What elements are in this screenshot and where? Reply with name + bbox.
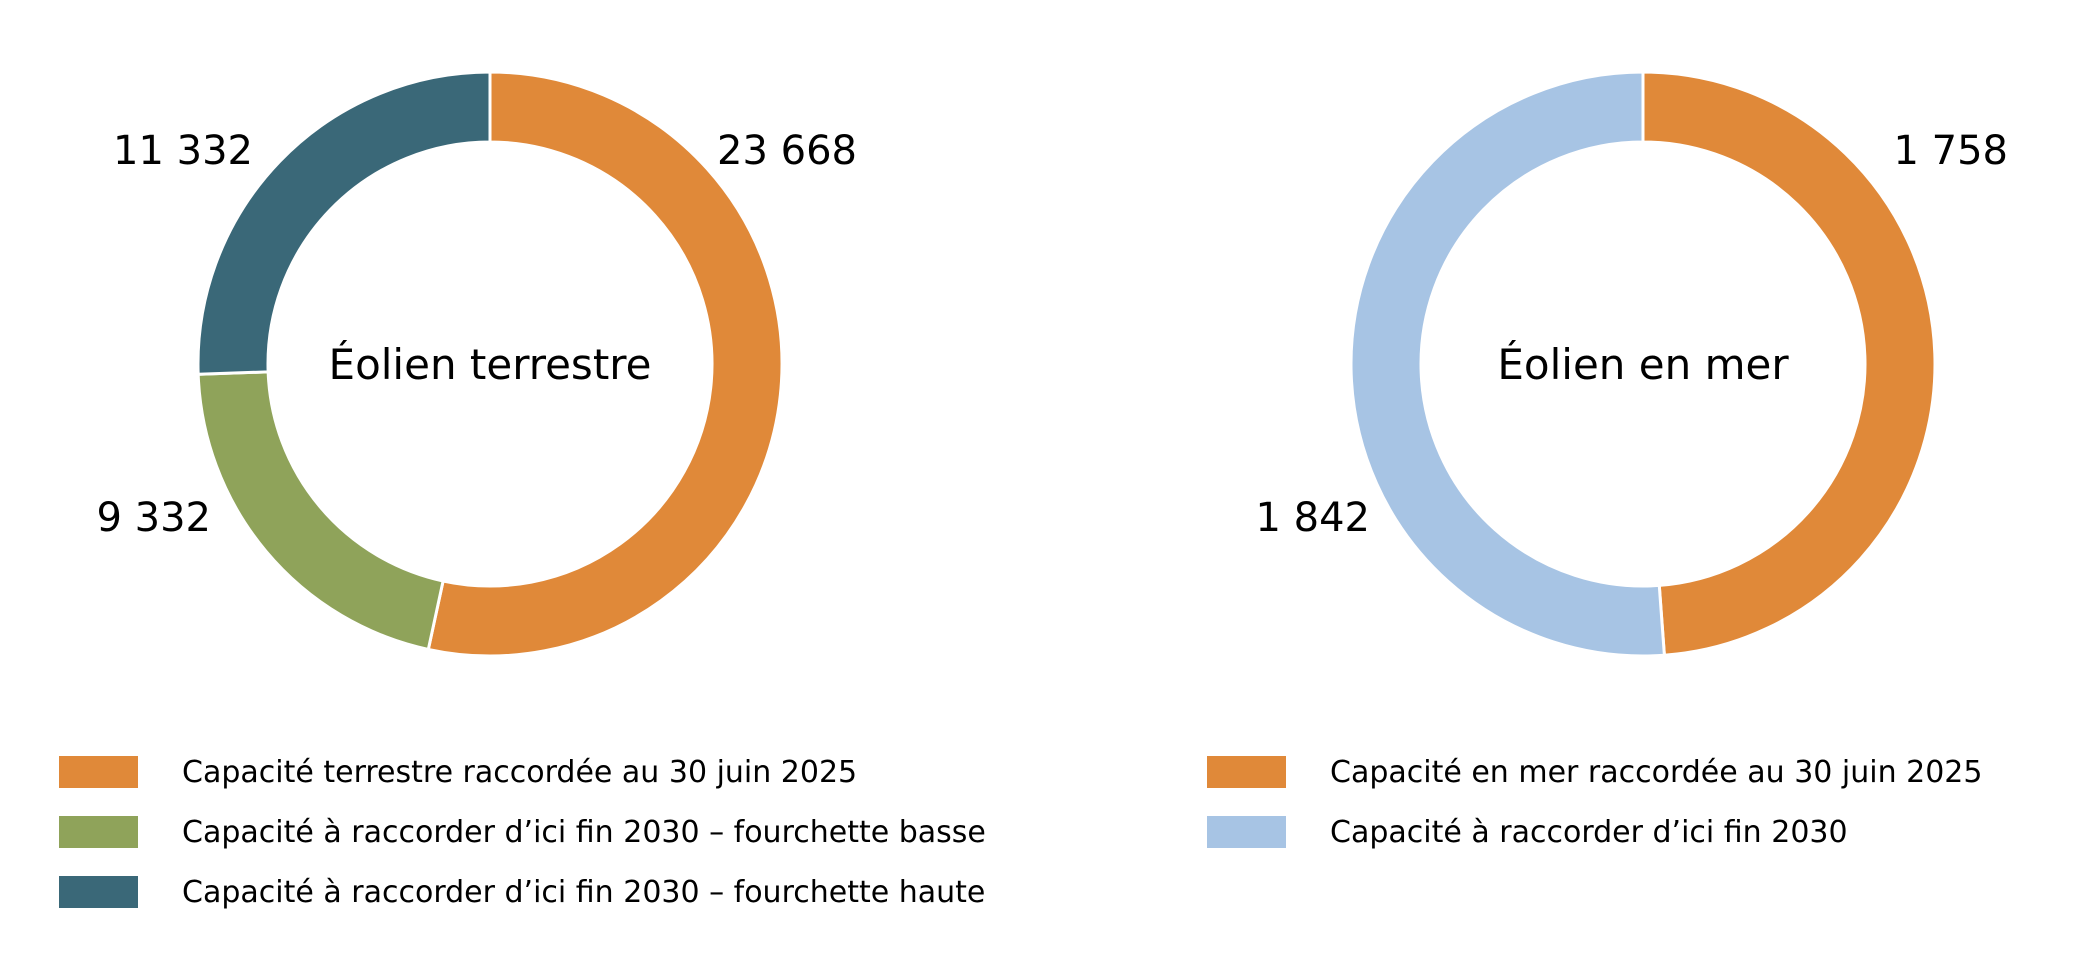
donut-center-label: Éolien en mer [1497,339,1789,389]
data-label: 1 842 [1255,495,1370,541]
donut-center-label: Éolien terrestre [329,339,652,389]
legend-item: Capacité à raccorder d’ici fin 2030 [1207,802,1983,862]
legend-swatch [1207,816,1286,848]
donut-slice [196,70,492,376]
donut-terrestre: 23 668 9 332 11 332 Éolien terrestre [96,70,857,658]
donut-slice [196,370,445,652]
donut-slice [1641,70,1937,657]
legend-item: Capacité à raccorder d’ici fin 2030 – fo… [59,862,986,922]
legend-item: Capacité terrestre raccordée au 30 juin … [59,742,986,802]
legend-item: Capacité en mer raccordée au 30 juin 202… [1207,742,1983,802]
legend-label: Capacité à raccorder d’ici fin 2030 – fo… [182,814,986,850]
legend-mer: Capacité en mer raccordée au 30 juin 202… [1207,742,1983,862]
legend-label: Capacité terrestre raccordée au 30 juin … [182,754,858,790]
legend-swatch [59,876,138,908]
donut-slice [426,70,784,658]
data-label: 1 758 [1893,128,2008,174]
data-label: 11 332 [113,128,253,174]
data-label: 23 668 [717,128,857,174]
data-label: 9 332 [96,495,211,541]
legend-swatch [59,816,138,848]
legend-label: Capacité à raccorder d’ici fin 2030 [1330,814,1848,850]
donut-slice [1349,70,1666,658]
legend-label: Capacité en mer raccordée au 30 juin 202… [1330,754,1983,790]
legend-label: Capacité à raccorder d’ici fin 2030 – fo… [182,874,986,910]
legend-swatch [1207,756,1286,788]
legend-item: Capacité à raccorder d’ici fin 2030 – fo… [59,802,986,862]
legend-swatch [59,756,138,788]
donut-mer: 1 758 1 842 Éolien en mer [1255,70,2008,658]
legend-terrestre: Capacité terrestre raccordée au 30 juin … [59,742,986,922]
